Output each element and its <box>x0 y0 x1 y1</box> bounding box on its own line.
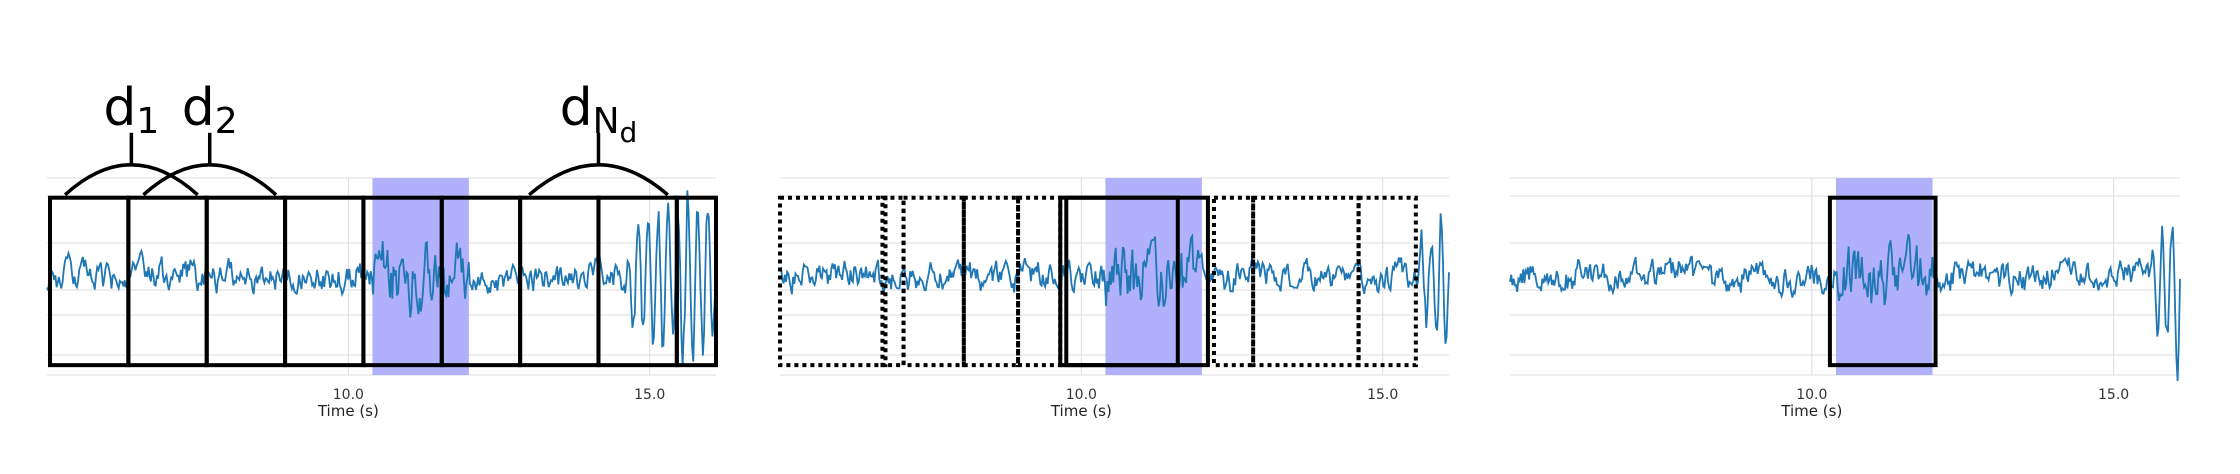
annotation-base: d <box>103 78 136 138</box>
annotation-base: d <box>182 78 215 138</box>
panel-left: 10.0 15.0 Time (s) d1 d2 dNd <box>46 78 719 420</box>
panel-left-tick-label-10: 10.0 <box>333 387 364 403</box>
panel-middle: 10.0 15.0 Time (s) <box>778 177 1450 420</box>
panel-middle-tick-label-15: 15.0 <box>1367 387 1398 403</box>
panel-middle-x-axis-label: Time (s) <box>1050 402 1112 420</box>
panel-middle-tick-label-10: 10.0 <box>1066 387 1097 403</box>
panel-right-tick-label-15: 15.0 <box>2098 387 2129 403</box>
panel-left-annotation-1: d1 <box>63 78 199 197</box>
panel-right: 10.0 15.0 Time (s) <box>1509 177 2181 420</box>
panel-middle-window-3 <box>901 195 966 368</box>
panel-left-window-9 <box>674 195 719 368</box>
panel-right-tick-label-10: 10.0 <box>1796 387 1827 403</box>
annotation-subsubscript: d <box>620 116 638 149</box>
annotation-bracket <box>528 163 669 197</box>
panel-middle-window-10 <box>1064 195 1210 368</box>
panel-left-signal-line <box>46 190 717 367</box>
panel-left-annotation-3: dNd <box>528 78 669 197</box>
annotation-label: dNd <box>560 78 638 149</box>
panel-right-x-axis-label: Time (s) <box>1780 402 1842 420</box>
panel-left-tick-label-15: 15.0 <box>634 387 665 403</box>
panel-middle-signal-line <box>779 213 1450 344</box>
panel-left-annotation-2: d2 <box>142 78 278 197</box>
panel-left-x-axis-label: Time (s) <box>317 402 379 420</box>
panel-middle-window-4 <box>961 195 1021 368</box>
annotation-bracket <box>63 163 199 197</box>
annotation-bracket <box>142 163 278 197</box>
annotation-subscript: 2 <box>215 101 238 142</box>
annotation-base: d <box>560 78 593 138</box>
annotation-label: d1 <box>103 78 159 142</box>
panel-middle-window-6 <box>1211 195 1256 368</box>
annotation-subscript: 1 <box>136 101 159 142</box>
annotation-label: d2 <box>182 78 238 142</box>
panel-right-signal-line <box>1509 225 2181 382</box>
annotation-subscript: N <box>593 101 620 142</box>
panel-right-window-1 <box>1827 195 1938 368</box>
